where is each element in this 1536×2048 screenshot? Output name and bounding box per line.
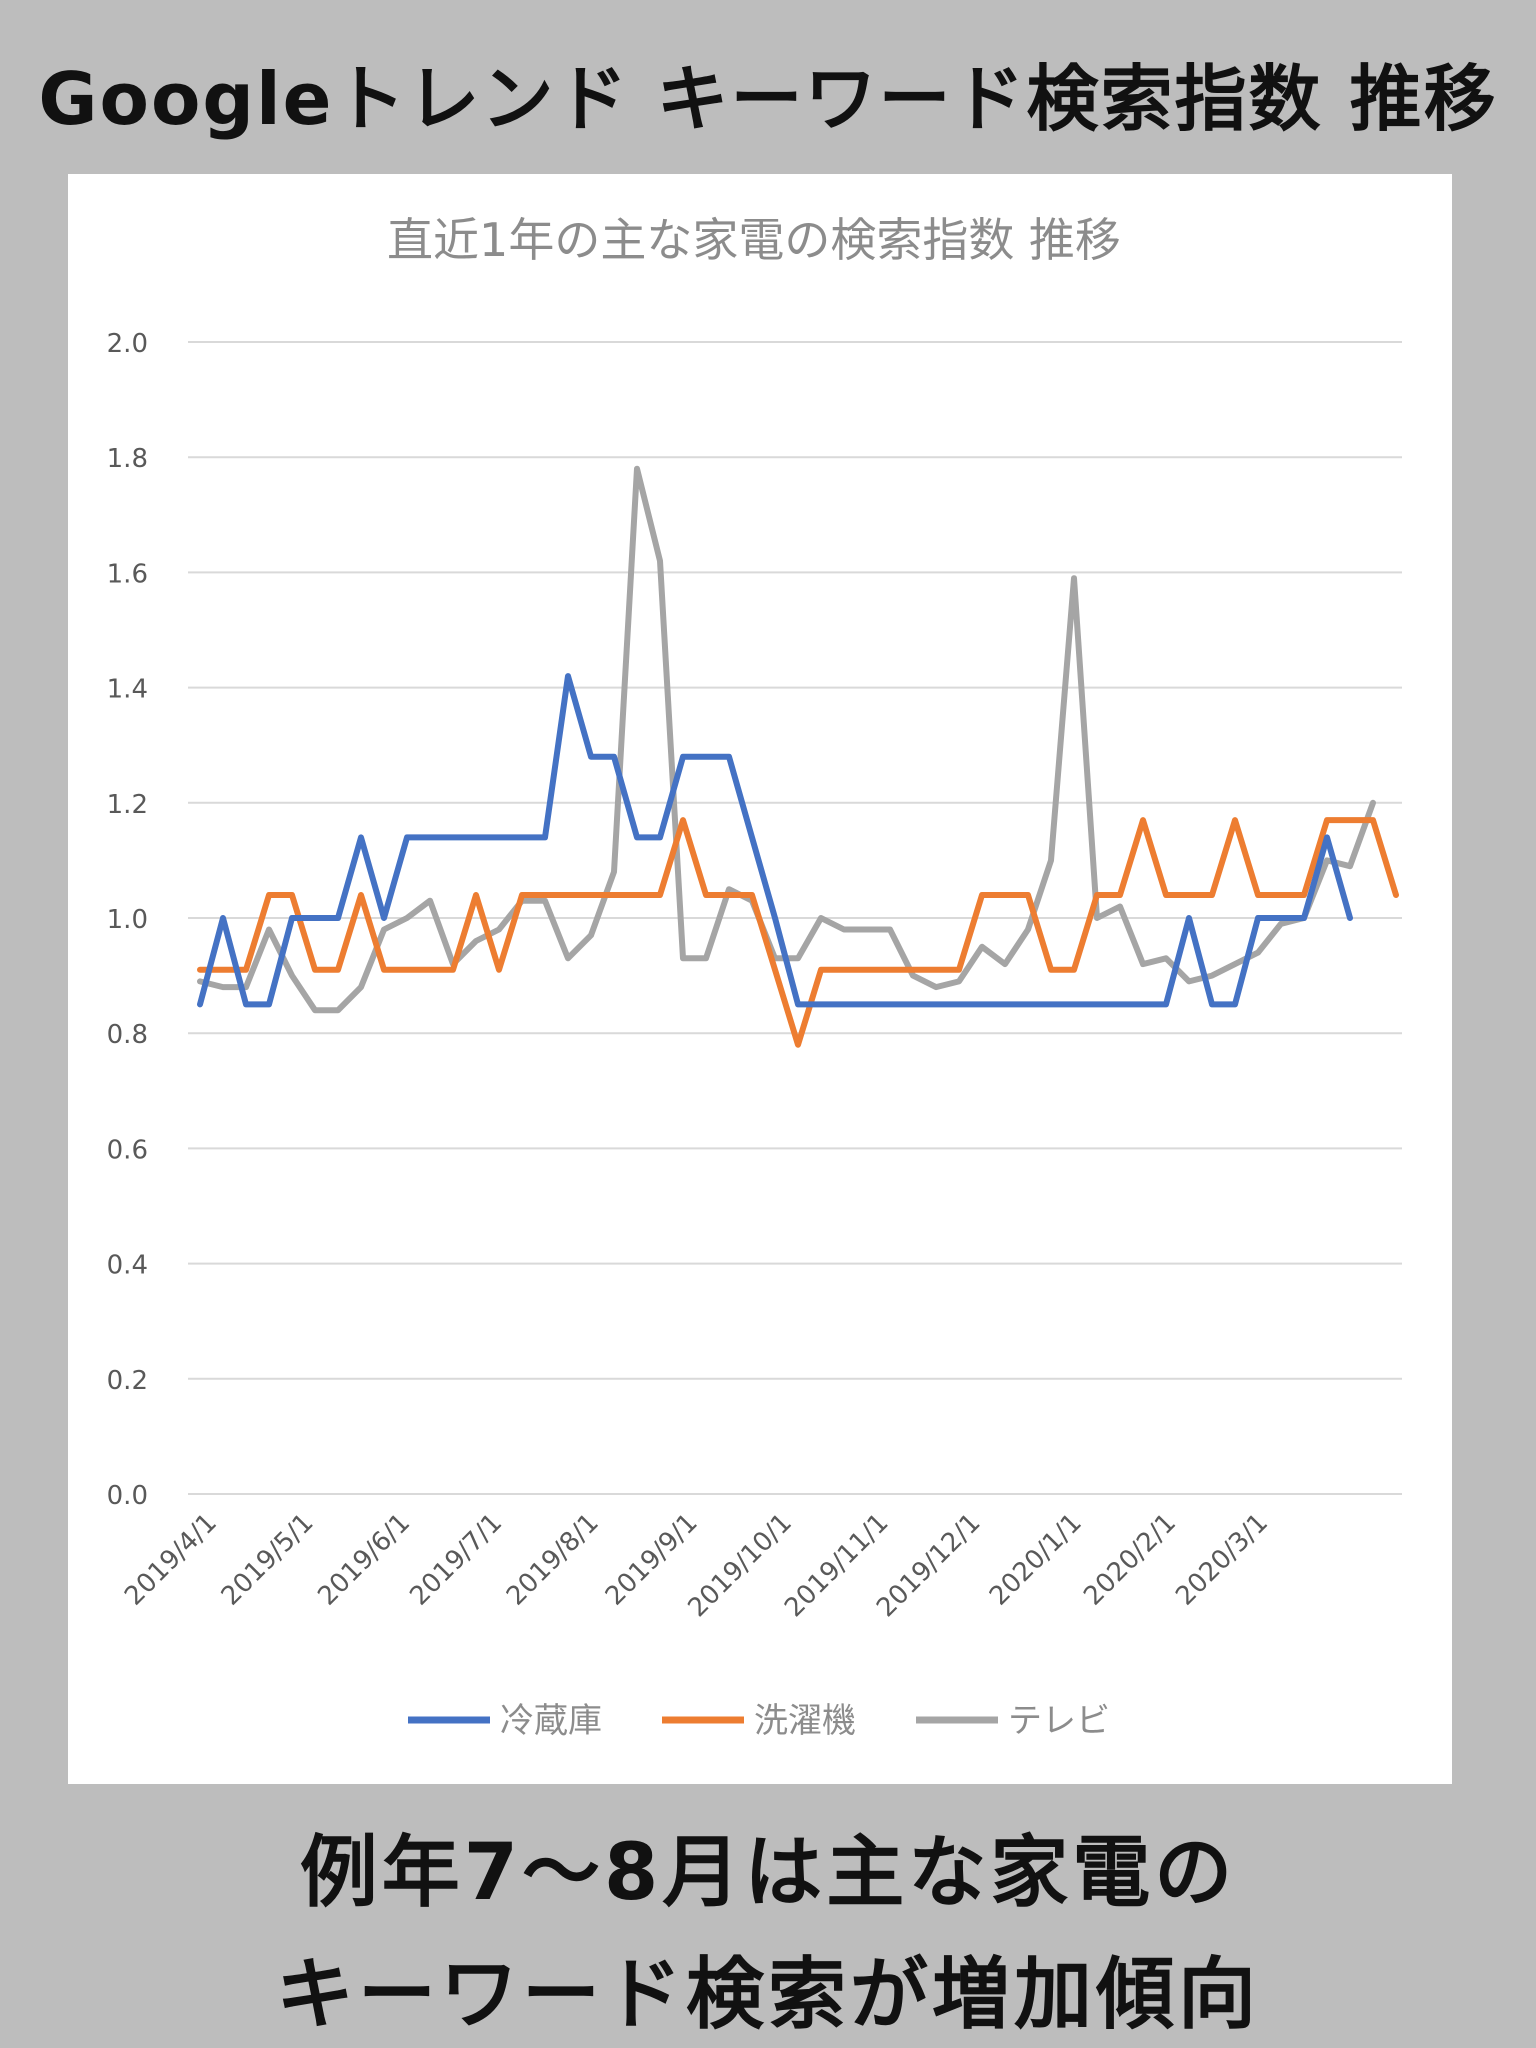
x-tick-label: 2019/7/1 [404,1508,508,1612]
y-tick-label: 1.8 [107,444,148,474]
y-tick-label: 1.4 [107,675,148,705]
y-tick-label: 0.2 [107,1366,148,1396]
x-axis-ticks: 2019/4/12019/5/12019/6/12019/7/12019/8/1… [119,1508,1274,1623]
legend-label: 冷蔵庫 [500,1701,602,1741]
headline: Googleトレンド キーワード検索指数 推移 [38,57,1498,141]
y-tick-label: 0.0 [107,1481,148,1511]
chart-title: 直近1年の主な家電の検索指数 推移 [387,213,1121,267]
x-tick-label: 2020/1/1 [984,1508,1088,1612]
caption-line-2: キーワード検索が増加傾向 [275,1950,1260,2040]
y-tick-label: 1.0 [107,905,148,935]
x-tick-label: 2020/3/1 [1170,1508,1274,1612]
y-tick-label: 0.6 [107,1135,148,1165]
y-axis-ticks: 0.0 0.2 0.4 0.6 0.8 1.0 1.2 1.4 1.6 1.8 2.0 [107,329,148,1511]
y-tick-label: 1.2 [107,790,148,820]
x-tick-label: 2019/6/1 [312,1508,416,1612]
legend: 冷蔵庫 洗濯機 テレビ [408,1701,1110,1741]
series-line-3 [197,465,1376,1014]
x-tick-label: 2019/10/1 [682,1508,797,1623]
chart-panel: 直近1年の主な家電の検索指数 推移 0.0 0.2 0.4 0.6 0.8 1.0 1.2 1… [68,174,1452,1784]
x-tick-label: 2020/2/1 [1078,1508,1182,1612]
y-tick-label: 0.4 [107,1251,148,1281]
legend-label: テレビ [1008,1701,1110,1741]
y-tick-label: 1.6 [107,559,148,589]
y-tick-label: 2.0 [107,329,148,359]
series-line-2 [197,817,1399,1048]
series-line-1 [197,673,1353,1008]
series-lines [197,465,1399,1048]
y-tick-label: 0.8 [107,1020,148,1050]
x-tick-label: 2019/4/1 [119,1508,223,1612]
caption-line-1: 例年7～8月は主な家電の [299,1828,1237,1918]
legend-label: 洗濯機 [754,1701,856,1741]
x-tick-label: 2019/8/1 [501,1508,605,1612]
x-tick-label: 2019/5/1 [216,1508,320,1612]
line-chart: 直近1年の主な家電の検索指数 推移 0.0 0.2 0.4 0.6 0.8 1.0 1.2 1… [107,213,1402,1741]
